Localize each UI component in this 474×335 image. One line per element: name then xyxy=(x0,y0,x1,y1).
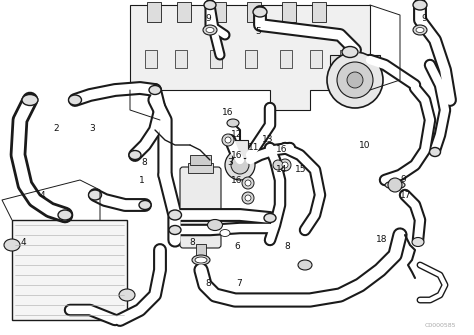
Text: 15: 15 xyxy=(295,165,307,174)
Ellipse shape xyxy=(342,47,358,58)
Ellipse shape xyxy=(264,213,276,222)
Ellipse shape xyxy=(169,225,181,234)
Bar xyxy=(247,2,261,22)
Text: 16: 16 xyxy=(222,108,233,117)
Bar xyxy=(280,50,292,68)
Ellipse shape xyxy=(69,95,82,105)
Ellipse shape xyxy=(413,0,427,10)
Text: 8: 8 xyxy=(284,242,290,251)
Circle shape xyxy=(222,134,234,146)
Ellipse shape xyxy=(204,0,216,9)
Polygon shape xyxy=(130,5,370,110)
Bar xyxy=(340,50,352,68)
Text: 11: 11 xyxy=(248,143,259,152)
Ellipse shape xyxy=(208,219,222,230)
Bar xyxy=(210,50,222,68)
Circle shape xyxy=(279,159,291,171)
Text: 3: 3 xyxy=(227,158,233,167)
Ellipse shape xyxy=(253,7,267,17)
Ellipse shape xyxy=(4,239,20,251)
Ellipse shape xyxy=(385,181,405,189)
Circle shape xyxy=(225,150,255,180)
Ellipse shape xyxy=(129,150,141,159)
Text: C0000585: C0000585 xyxy=(424,323,456,328)
Ellipse shape xyxy=(416,27,424,32)
Text: 3: 3 xyxy=(90,125,95,133)
Text: 18: 18 xyxy=(376,235,387,244)
Ellipse shape xyxy=(412,238,424,247)
Ellipse shape xyxy=(298,260,312,270)
Text: 5: 5 xyxy=(255,27,261,36)
Ellipse shape xyxy=(429,147,440,156)
Bar xyxy=(12,220,127,320)
Bar xyxy=(232,140,248,158)
Text: 8: 8 xyxy=(189,239,195,247)
Circle shape xyxy=(242,192,254,204)
Text: 9: 9 xyxy=(421,14,427,23)
Bar xyxy=(145,50,157,68)
Bar xyxy=(330,55,380,80)
Bar xyxy=(190,155,211,165)
Circle shape xyxy=(245,195,251,201)
Ellipse shape xyxy=(89,190,101,200)
Bar xyxy=(147,2,161,22)
Text: 2: 2 xyxy=(53,125,59,133)
Circle shape xyxy=(282,162,288,168)
Ellipse shape xyxy=(149,85,161,94)
Text: 16: 16 xyxy=(276,145,288,153)
Ellipse shape xyxy=(195,257,207,263)
Circle shape xyxy=(225,137,231,143)
Text: 12: 12 xyxy=(231,130,243,138)
Circle shape xyxy=(388,178,402,192)
Bar xyxy=(282,2,296,22)
Bar xyxy=(310,50,322,68)
Circle shape xyxy=(273,160,283,170)
Text: 6: 6 xyxy=(234,242,240,251)
Text: 7: 7 xyxy=(237,279,242,287)
Bar xyxy=(196,244,206,256)
Ellipse shape xyxy=(119,289,135,301)
Circle shape xyxy=(347,72,363,88)
Bar xyxy=(177,2,191,22)
Text: 9: 9 xyxy=(206,14,211,23)
Ellipse shape xyxy=(168,210,182,220)
Ellipse shape xyxy=(206,27,214,32)
Ellipse shape xyxy=(413,25,427,35)
Ellipse shape xyxy=(220,229,230,237)
Bar xyxy=(175,50,187,68)
Text: 8: 8 xyxy=(142,158,147,167)
Circle shape xyxy=(231,156,249,174)
Circle shape xyxy=(327,52,383,108)
Ellipse shape xyxy=(22,94,38,106)
Bar xyxy=(212,2,226,22)
Bar xyxy=(312,2,326,22)
Text: 4: 4 xyxy=(40,192,46,200)
Bar xyxy=(188,163,213,173)
Ellipse shape xyxy=(203,25,217,35)
Ellipse shape xyxy=(227,119,239,127)
Circle shape xyxy=(337,62,373,98)
Text: 14: 14 xyxy=(276,165,288,174)
Circle shape xyxy=(245,180,251,186)
Text: 8: 8 xyxy=(206,279,211,287)
Text: 9: 9 xyxy=(400,175,406,184)
Text: 1: 1 xyxy=(139,177,145,185)
FancyBboxPatch shape xyxy=(180,167,221,248)
Text: 16: 16 xyxy=(231,177,243,185)
Ellipse shape xyxy=(192,255,210,265)
Ellipse shape xyxy=(58,210,72,220)
Circle shape xyxy=(242,177,254,189)
Text: 4: 4 xyxy=(21,239,27,247)
Text: 16: 16 xyxy=(231,151,243,160)
Text: 10: 10 xyxy=(359,141,371,150)
Text: 17: 17 xyxy=(400,192,411,200)
Ellipse shape xyxy=(139,201,151,209)
Bar xyxy=(245,50,257,68)
Text: 13: 13 xyxy=(262,135,273,143)
